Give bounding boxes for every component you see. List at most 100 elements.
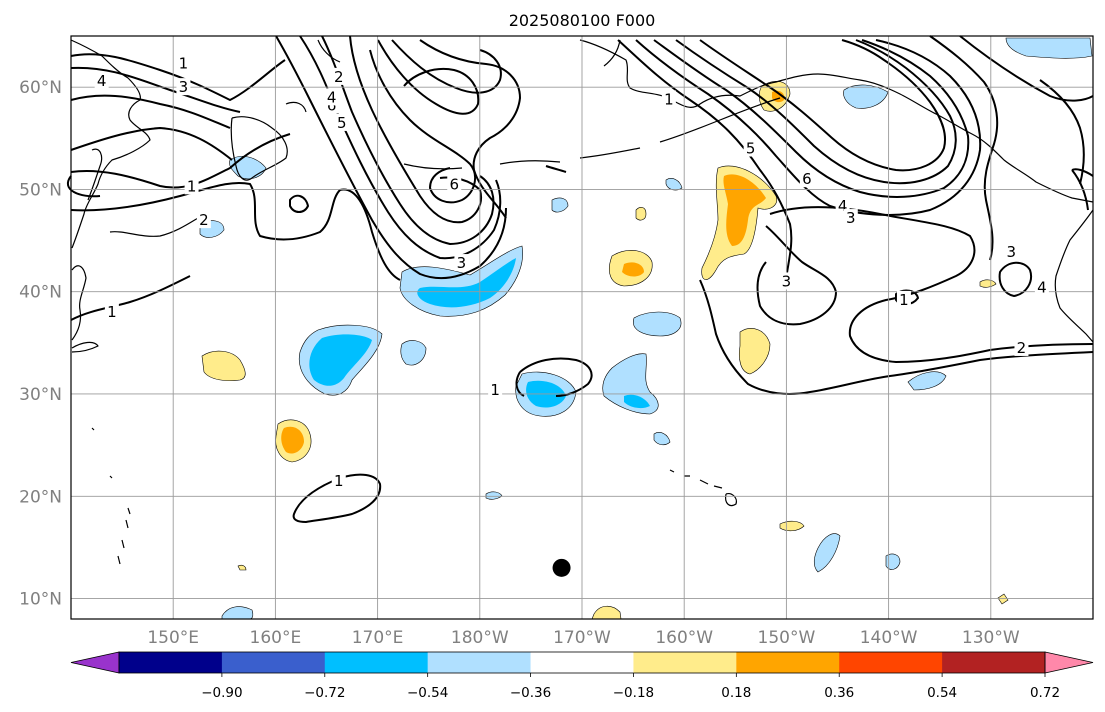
alaska-coastline (579, 39, 1094, 203)
negative-anomaly-area (400, 340, 427, 366)
negative-anomaly-area (653, 432, 671, 446)
colorbar-swatches (70, 651, 1094, 674)
colorbar-tick-label: −0.72 (304, 685, 345, 701)
contour-label: 2 (334, 68, 344, 86)
contour-label: 6 (802, 170, 812, 188)
position-marker (552, 558, 571, 577)
contour-label: 6 (449, 175, 459, 193)
map-frame (70, 35, 1094, 620)
contour-label-halo (799, 170, 814, 188)
longitude-tick-label: 140°W (860, 628, 918, 648)
contour-lines (67, 35, 1094, 523)
negative-anomaly-core (309, 334, 372, 386)
contour-label: 1 (334, 472, 344, 490)
contour-label: 5 (337, 114, 347, 132)
positive-anomaly-core (723, 174, 766, 246)
colorbar-tick-label: 0.54 (927, 685, 957, 701)
negative-anomaly-area (551, 197, 569, 213)
negative-anomaly-core (417, 258, 516, 308)
western-pacific-islands (91, 427, 131, 565)
contour-label: 4 (1037, 279, 1047, 297)
positive-anomaly-area (635, 207, 647, 221)
contour-label: 1 (187, 177, 197, 195)
longitude-tick-label: 150°E (147, 628, 199, 648)
contour-label-halo (896, 290, 911, 308)
negative-anomaly-area (907, 371, 947, 391)
contour-label-halo (1014, 338, 1029, 356)
latitude-tick-label: 20°N (19, 487, 62, 507)
longitude-tick-label: 160°E (250, 628, 302, 648)
north-america-west-coast (1054, 209, 1094, 343)
colorbar-outline (118, 651, 1046, 674)
contour-label-halo (334, 113, 349, 131)
sakhalin-kurils-coastline (87, 148, 199, 237)
contour-label-halo (176, 78, 191, 96)
contour-label-halo (94, 72, 109, 90)
colorbar: −0.90 −0.72 −0.54 −0.36 −0.18 0.18 0.36 0.54 0.7… (70, 651, 1094, 701)
colorbar-swatch (324, 652, 429, 673)
longitude-tick-label: 180°W (451, 628, 509, 648)
positive-anomaly-core (622, 262, 644, 277)
contour-label: 4 (97, 72, 107, 90)
colorbar-tick-label: 0.72 (1030, 685, 1060, 701)
contour-label: 4 (838, 197, 848, 215)
japan-coastline (71, 265, 99, 353)
longitude-tick-label: 130°W (962, 628, 1020, 648)
contour-label-halo (1004, 242, 1019, 260)
map-title: 2025080100 F000 (509, 11, 656, 30)
contour-label-halo (331, 471, 346, 489)
aleutian-islands (403, 97, 781, 170)
contour-label: 3 (1006, 243, 1016, 261)
positive-anomaly-core (281, 426, 304, 454)
contour-label: 3 (179, 78, 189, 96)
kamchatka-coastline (230, 101, 307, 181)
graticule-gridlines (71, 36, 1093, 619)
contour-label: 1 (107, 303, 117, 321)
contour-label-halo (184, 177, 199, 195)
contour-label: 1 (179, 55, 189, 73)
contour-label-halo (447, 175, 462, 193)
colorbar-tick-labels: −0.90 −0.72 −0.54 −0.36 −0.18 0.18 0.36 0.54 0.7… (201, 673, 1060, 701)
negative-anomaly-area (843, 84, 889, 109)
latitude-tick-label: 40°N (19, 283, 62, 303)
colorbar-tick-label: −0.54 (407, 685, 448, 701)
colorbar-swatch (530, 652, 634, 673)
contour-label: 3 (457, 254, 467, 272)
bering-coast (317, 39, 621, 67)
contour-label: 2 (199, 211, 209, 229)
coastlines (70, 39, 1094, 565)
colorbar-tick-label: −0.90 (201, 685, 242, 701)
contour-label-halo (488, 380, 503, 398)
colorbar-tick-label: 0.18 (721, 685, 751, 701)
colorbar-tick-label: 0.36 (824, 685, 854, 701)
hawaiian-islands (669, 469, 737, 507)
positive-anomaly-area (979, 279, 997, 288)
contour-label-halo (779, 272, 794, 290)
latitude-tick-label: 60°N (19, 78, 62, 98)
longitude-tick-label: 170°E (352, 628, 404, 648)
contour-label: 4 (327, 88, 337, 106)
contour-label: 1 (899, 291, 909, 309)
negative-anomaly-area (633, 311, 682, 337)
colorbar-swatch (427, 652, 532, 673)
longitude-tick-labels: 150°E 160°E 170°E 180°W 170°W 160°W 150°W 140°W… (147, 628, 1020, 648)
colorbar-tick-label: −0.36 (510, 685, 551, 701)
colorbar-swatch (221, 652, 326, 673)
positive-anomaly-area (237, 564, 247, 571)
positive-anomaly-area (201, 350, 246, 382)
contour-label-halo (331, 67, 346, 85)
contour-label: 1 (664, 90, 674, 108)
colorbar-tick-label: −0.18 (613, 685, 654, 701)
colorbar-swatch (119, 652, 223, 673)
contour-label-halo (324, 88, 339, 106)
colorbar-extend-low (70, 651, 120, 674)
contour-label: 6 (327, 97, 337, 115)
latitude-tick-label: 30°N (19, 385, 62, 405)
contour-label-halo (196, 211, 211, 229)
colorbar-swatch (633, 652, 737, 673)
contour-label-halo (743, 139, 758, 157)
contour-label: 2 (1017, 339, 1027, 357)
